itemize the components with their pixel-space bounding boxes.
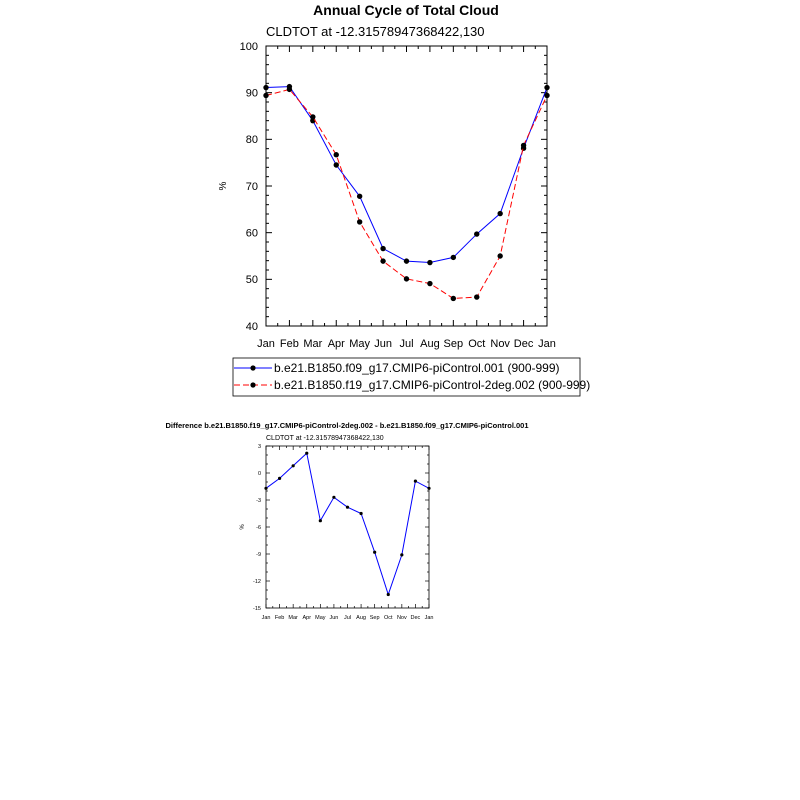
chart1-ylabel: % [218, 181, 229, 190]
chart1-series-1-point [333, 162, 339, 168]
chart2-xtick-label: Jan [425, 615, 434, 621]
chart1-series-2-point [333, 152, 339, 158]
chart2-xtick-label: Jan [262, 615, 271, 621]
chart2-xtick-label: Nov [397, 615, 407, 621]
chart1-series-2-point [380, 258, 386, 264]
chart1-xtick-label: Jun [374, 338, 392, 350]
chart2-series-1-point [413, 479, 418, 483]
chart1-series-1-point [356, 193, 363, 199]
chart1-series-2-point [263, 92, 269, 99]
chart2-xtick-label: Apr [302, 615, 311, 621]
chart1-xtick-label: Mar [303, 338, 322, 350]
chart1-series-1-point [263, 84, 269, 91]
chart1-series-2-point [403, 276, 410, 282]
chart1-xtick-label: Jan [538, 338, 556, 350]
chart1-ytick-label: 100 [240, 41, 258, 53]
chart1-xtick-label: Nov [490, 338, 510, 350]
chart2-series-1-point [373, 550, 377, 554]
chart2-ytick-label: -15 [253, 606, 261, 612]
chart2-xtick-label: Aug [356, 615, 366, 621]
chart1-series-1-point [497, 210, 503, 217]
chart1-xtick-label: Feb [280, 338, 299, 350]
chart2-series-1-point [277, 476, 282, 480]
legend-marker-series-1 [250, 365, 256, 371]
chart2-subtitle: CLDTOT at -12.31578947368422,130 [266, 435, 384, 442]
chart2-series-1-point [264, 486, 268, 490]
chart2-series-1-point [359, 511, 363, 516]
chart2-title: Difference b.e21.B1850.f19_g17.CMIP6-piC… [165, 421, 528, 430]
chart2-ylabel: % [240, 524, 246, 530]
chart1-series-2-point [544, 92, 550, 99]
chart1-series-2-point [310, 114, 316, 120]
chart2-xtick-label: May [315, 615, 326, 621]
chart2-xtick-label: Oct [384, 615, 393, 621]
chart1-xtick-label: May [349, 338, 370, 350]
chart1-ytick-label: 60 [246, 228, 258, 240]
chart2-ytick-label: 0 [258, 471, 261, 477]
chart1-ytick-label: 80 [246, 134, 258, 146]
chart2-ytick-label: -3 [256, 498, 261, 504]
chart1-subtitle: CLDTOT at -12.31578947368422,130 [266, 24, 485, 39]
legend-label-series-1: b.e21.B1850.f09_g17.CMIP6-piControl.001 … [274, 361, 560, 375]
chart2-ytick-label: -6 [256, 525, 261, 531]
chart2-series-1-point [386, 592, 390, 597]
chart2-ytick-label: 3 [258, 444, 261, 450]
chart2-xtick-label: Jun [329, 615, 338, 621]
chart1-ytick-label: 90 [246, 88, 258, 100]
chart2-series-1-point [305, 451, 309, 455]
chart2-ytick-label: -9 [256, 552, 261, 558]
chart2-series-1-point [332, 495, 336, 499]
chart1-xtick-label: Oct [468, 338, 485, 350]
chart1-series-2-point [497, 253, 503, 259]
chart1-series-2-point [474, 294, 480, 300]
chart2-xtick-label: Sep [370, 615, 380, 621]
chart1-series-2-point [520, 142, 527, 149]
chart1-plot-frame [265, 45, 548, 327]
chart1-series-1-line [265, 86, 548, 264]
chart1-xtick-label: Apr [328, 338, 345, 350]
chart2-plot-frame [265, 445, 430, 609]
chart2-series-1-point [400, 553, 404, 557]
chart1-xtick-label: Jan [257, 338, 275, 350]
chart1-ytick-label: 50 [246, 274, 258, 286]
chart2-xtick-label: Dec [411, 615, 421, 621]
chart1-series-2-point [356, 219, 363, 225]
chart1-series-1-point [450, 254, 457, 261]
chart2-xtick-label: Mar [288, 615, 298, 621]
chart1-series-1-point [544, 84, 550, 91]
annual-cycle-chart: Annual Cycle of Total Cloud CLDTOT at -1… [218, 2, 590, 397]
chart2-series-1-point [318, 519, 322, 523]
chart1-legend: b.e21.B1850.f09_g17.CMIP6-piControl.001 … [232, 357, 590, 397]
legend-marker-series-2 [250, 382, 256, 388]
chart1-series-1-point [380, 245, 386, 252]
chart2-series-1-point [291, 464, 295, 468]
chart1-xtick-label: Sep [444, 338, 464, 350]
chart1-xtick-label: Jul [399, 338, 413, 350]
chart2-series-1-line [265, 452, 430, 597]
chart1-series-1-point [474, 231, 480, 237]
chart1-series-1-point [403, 258, 410, 264]
chart1-series-2-point [450, 295, 457, 302]
chart1-xtick-label: Dec [514, 338, 534, 350]
legend-label-series-2: b.e21.B1850.f19_g17.CMIP6-piControl-2deg… [274, 378, 590, 392]
figure-title: Annual Cycle of Total Cloud [313, 2, 499, 18]
chart2-xtick-label: Feb [275, 615, 284, 621]
chart1-ytick-label: 70 [246, 181, 258, 193]
legend-box [232, 357, 581, 397]
chart1-ytick-label: 40 [246, 321, 258, 333]
chart2-xtick-label: Jul [344, 615, 351, 621]
chart1-series-2-point [286, 86, 293, 93]
chart2-ytick-label: -12 [253, 579, 261, 585]
chart2-series-1-point [345, 505, 350, 509]
chart1-series-2-line [265, 88, 548, 299]
chart1-series-1-point [427, 259, 433, 266]
difference-chart: Difference b.e21.B1850.f19_g17.CMIP6-piC… [165, 421, 528, 621]
chart1-xtick-label: Aug [420, 338, 440, 350]
chart2-series-1-point [427, 486, 431, 490]
chart1-series-2-point [427, 280, 433, 287]
